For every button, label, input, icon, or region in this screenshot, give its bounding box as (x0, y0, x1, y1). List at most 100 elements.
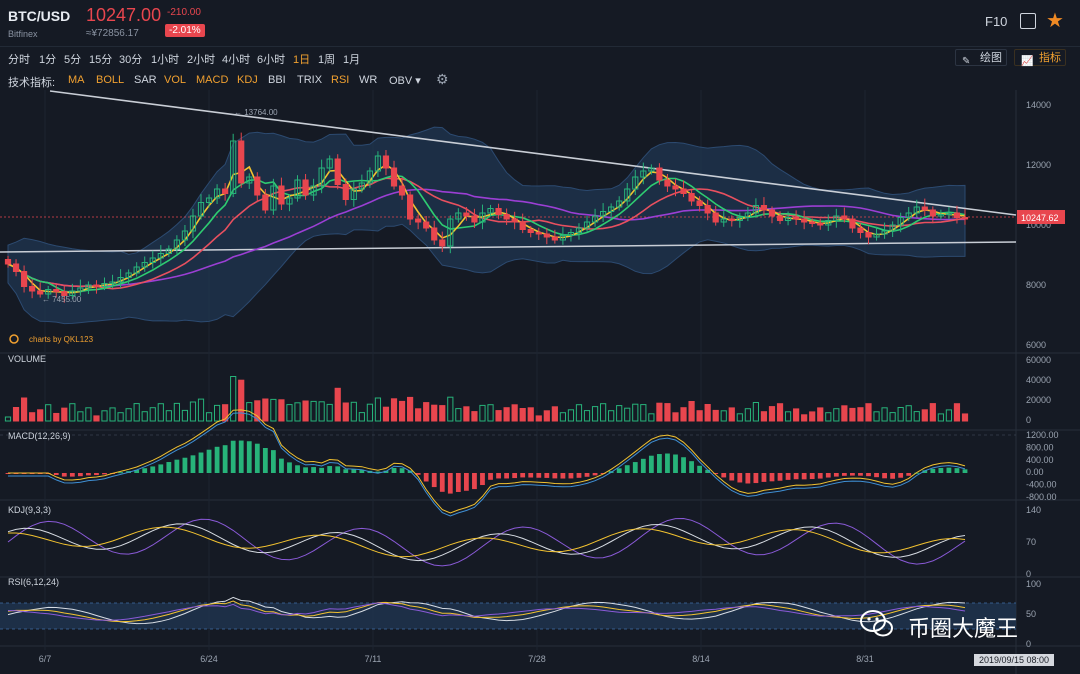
candle-body (801, 218, 808, 223)
bollinger-band (7, 126, 966, 325)
volume-bar (608, 410, 615, 422)
macd-bar (295, 465, 300, 473)
period-tab[interactable]: 1月 (343, 54, 361, 66)
period-tab[interactable]: 2小时 (187, 54, 216, 66)
star-icon[interactable]: ★ (1046, 10, 1064, 32)
period-tab[interactable]: 5分 (64, 54, 82, 66)
macd-bar (335, 466, 341, 473)
volume-bar (736, 413, 743, 422)
volume-bar (61, 407, 68, 422)
candle-body (535, 232, 542, 235)
candle-body (93, 284, 100, 287)
candle-body (776, 215, 784, 221)
macd-bar (833, 473, 839, 477)
candle-body (567, 232, 575, 236)
indicator-toggle-wr[interactable]: WR (359, 74, 378, 86)
indicator-dropdown-obv[interactable]: OBV ▾ (389, 75, 421, 87)
candle-body (213, 188, 221, 199)
indicator-toggle-boll[interactable]: BOLL (96, 74, 125, 86)
macd-bar (528, 473, 534, 478)
change-percent-badge: -2.01% (165, 24, 205, 37)
chart-area[interactable]: 6/7 6/24 7/11 7/28 8/14 8/3114000120001000080… (0, 90, 1080, 674)
indicator-toggle-bbi[interactable]: BBI (268, 74, 286, 86)
volume-bar (455, 408, 462, 422)
volume-bar (487, 404, 494, 422)
indicator-toggle-trix[interactable]: TRIX (297, 74, 323, 86)
volume-bar (793, 408, 800, 422)
period-tab[interactable]: 30分 (119, 54, 143, 66)
fullscreen-icon[interactable] (1020, 13, 1036, 29)
volume-bar (857, 407, 864, 422)
macd-bar (713, 473, 719, 474)
volume-bar (616, 405, 623, 422)
gear-icon[interactable]: ⚙ (436, 71, 449, 87)
volume-bar (318, 401, 325, 422)
f10-button[interactable]: F10 (985, 14, 1008, 29)
volume-bar (390, 398, 398, 422)
macd-bar (536, 473, 542, 478)
macd-bar (689, 461, 694, 473)
period-tab[interactable]: 分时 (8, 54, 30, 66)
candle-body (398, 185, 406, 196)
macd-bar (657, 454, 662, 473)
period-tab-active[interactable]: 1日 (293, 54, 311, 66)
candle-body (945, 212, 953, 215)
candle-body (29, 286, 36, 292)
macd-bar (343, 469, 349, 473)
macd-bar (504, 473, 510, 479)
indicator-toggle-kdj[interactable]: KDJ (237, 74, 258, 86)
volume-label: VOLUME (8, 354, 46, 364)
indicator-toggle-sar[interactable]: SAR (134, 74, 157, 86)
volume-bar (350, 401, 357, 422)
indicator-toggle-macd[interactable]: MACD (196, 74, 229, 86)
price-change: -210.00 (167, 7, 201, 18)
indicator-toggle-rsi[interactable]: RSI (331, 74, 350, 86)
period-tab[interactable]: 1小时 (151, 54, 180, 66)
volume-bar (141, 411, 148, 422)
candle-body (222, 188, 229, 194)
macd-bar (914, 472, 920, 474)
period-tab[interactable]: 6小时 (257, 54, 286, 66)
indicator-toggle-vol[interactable]: VOL (164, 74, 187, 86)
volume-bar (961, 413, 969, 422)
macd-bar (463, 473, 469, 491)
candle-body (841, 215, 848, 220)
candle-body (197, 202, 205, 217)
kdj-label: KDJ(9,3,3) (8, 505, 51, 515)
candle-body (415, 218, 422, 223)
macd-bar (351, 469, 357, 473)
candle-body (141, 262, 148, 268)
volume-bar (648, 413, 655, 422)
indicators-button[interactable]: 📈 指标 (1014, 49, 1066, 67)
macd-bar (472, 473, 477, 490)
macd-bar (841, 473, 847, 476)
volume-bar (189, 401, 197, 422)
volume-bar (656, 402, 663, 422)
draw-button[interactable]: ✎ 绘图 (955, 49, 1007, 67)
volume-bar (310, 400, 317, 422)
macd-bar (866, 473, 871, 477)
volume-bar (873, 411, 880, 422)
candle-body (479, 212, 486, 223)
macd-bar (303, 467, 308, 473)
indicators-label: 指标 (1039, 52, 1061, 64)
pair-symbol[interactable]: BTC/USD (8, 8, 71, 24)
volume-bar (213, 404, 221, 422)
period-tab[interactable]: 1周 (318, 54, 336, 66)
volume-bar (849, 407, 856, 422)
period-tab[interactable]: 1分 (39, 54, 57, 66)
x-tick-label: 7/11 (365, 654, 382, 664)
x-tick-label: 8/31 (856, 654, 874, 664)
candle-body (616, 200, 623, 208)
candle-body (857, 227, 864, 233)
macd-axis-label: -800.00 (1026, 492, 1057, 502)
volume-bar (889, 412, 896, 422)
indicator-toggle-ma[interactable]: MA (68, 74, 85, 86)
macd-bar (673, 454, 678, 473)
x-tick-label: 6/7 (39, 654, 52, 664)
volume-bar (913, 411, 920, 422)
volume-bar (929, 403, 936, 422)
period-tab[interactable]: 4小时 (222, 54, 251, 66)
period-tab[interactable]: 15分 (89, 54, 113, 66)
macd-bar (954, 468, 960, 473)
